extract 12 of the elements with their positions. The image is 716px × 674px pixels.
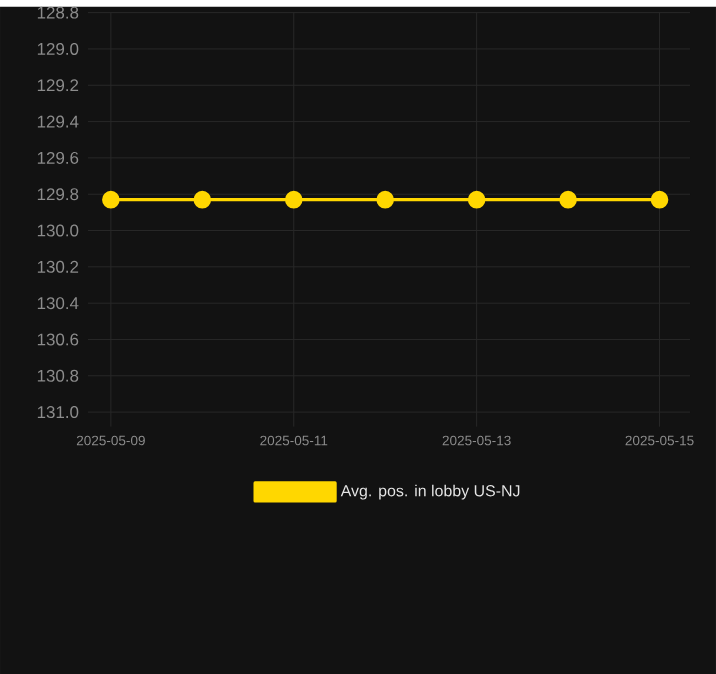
y-tick-label: 130.8 <box>37 369 79 382</box>
y-tick-label: 130.0 <box>37 224 79 237</box>
y-tick-label: 130.2 <box>37 260 79 273</box>
y-tick-label: 130.6 <box>37 333 79 346</box>
y-tick-label: 131.0 <box>37 405 79 418</box>
y-tick-label: 129.6 <box>37 151 79 164</box>
y-tick-label: 130.4 <box>37 296 79 309</box>
y-tick-label: 129.2 <box>37 78 79 91</box>
y-tick-label: 128.8 <box>37 6 79 19</box>
y-tick-label: 129.0 <box>37 42 79 55</box>
y-tick-label: 129.8 <box>37 187 79 200</box>
y-tick-label: 129.4 <box>37 115 79 128</box>
